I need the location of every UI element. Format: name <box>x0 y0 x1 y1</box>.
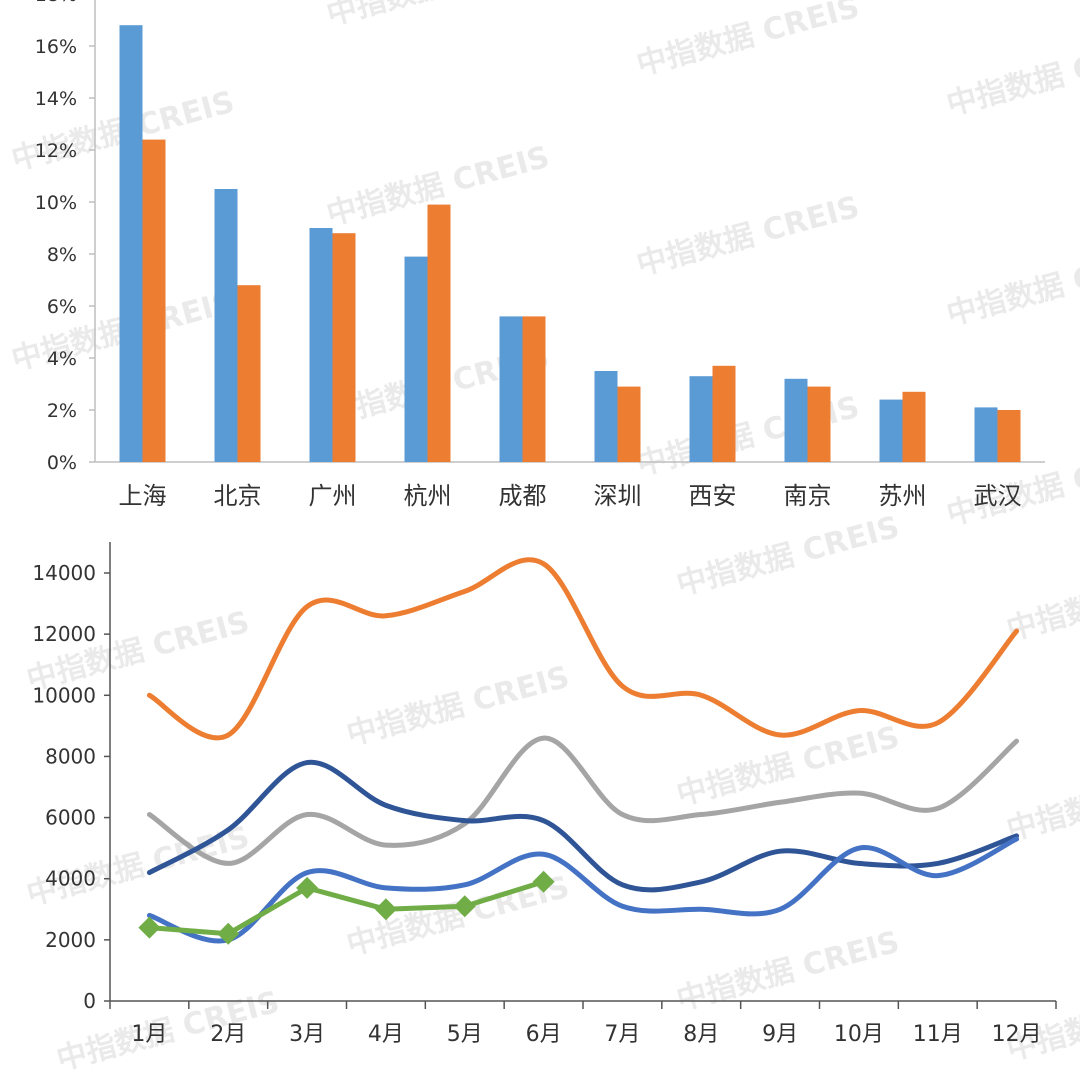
x-tick-label: 5月 <box>447 1022 483 1047</box>
x-tick-label: 8月 <box>683 1022 719 1047</box>
y-tick-label: 2% <box>47 400 77 422</box>
bar <box>712 365 736 462</box>
x-tick-label: 3月 <box>289 1022 325 1047</box>
x-tick-label: 6月 <box>526 1022 562 1047</box>
x-tick-label: 西安 <box>689 482 737 510</box>
series-line <box>149 879 545 937</box>
series-line <box>146 735 1020 866</box>
bar <box>499 316 523 462</box>
bar <box>902 391 926 462</box>
bar <box>237 285 261 462</box>
bar-chart: 0% 2% 4% 6% 8% 10% 12% 14% 16% 18% 上海 北京 广州 杭州 成都 深圳 西安 南… <box>35 0 1045 510</box>
bar <box>617 386 641 462</box>
bar <box>404 256 428 462</box>
bar <box>974 407 998 462</box>
data-point-marker <box>453 895 476 918</box>
watermark-layer: 中指数据 CREIS 中指数据 CREIS 中指数据 CREIS 中指数据 CREIS… <box>8 0 1080 1078</box>
watermark-text: 中指数据 CREIS <box>673 925 903 1018</box>
watermark-text: 中指数据 CREIS <box>1003 755 1080 848</box>
y-tick-label: 8000 <box>45 744 96 768</box>
y-tick-label: 16% <box>35 36 77 58</box>
series-line <box>146 836 1020 944</box>
watermark-text: 中指数据 CREIS <box>943 240 1080 333</box>
watermark-text: 中指数据 CREIS <box>673 510 903 603</box>
y-tick-label: 14000 <box>32 561 96 585</box>
x-tick-label: 4月 <box>368 1022 404 1047</box>
bar <box>879 399 903 462</box>
bar <box>807 386 831 462</box>
bar <box>689 376 713 462</box>
x-tick-label: 11月 <box>913 1022 963 1047</box>
y-tick-label: 10% <box>35 192 77 214</box>
watermark-text: 中指数据 CREIS <box>633 0 863 83</box>
x-tick-label: 深圳 <box>594 482 642 510</box>
y-tick-label: 6000 <box>45 806 96 830</box>
y-tick-label: 0 <box>83 989 96 1013</box>
x-tick-label: 南京 <box>784 482 832 510</box>
x-tick-label: 7月 <box>604 1022 640 1047</box>
x-tick-label: 2月 <box>210 1022 246 1047</box>
y-tick-label: 0% <box>47 452 77 474</box>
x-tick-label: 9月 <box>762 1022 798 1047</box>
bar <box>427 204 451 462</box>
x-tick-label: 成都 <box>499 482 547 510</box>
x-tick-label: 北京 <box>214 482 262 510</box>
y-tick-label: 10000 <box>32 683 96 707</box>
data-point-marker <box>138 916 161 939</box>
bar <box>309 228 333 462</box>
watermark-text: 中指数据 CREIS <box>633 190 863 283</box>
x-tick-label: 武汉 <box>974 482 1022 510</box>
bar <box>214 189 238 462</box>
y-tick-label: 4% <box>47 348 77 370</box>
x-tick-label: 苏州 <box>879 482 927 510</box>
y-tick-label: 6% <box>47 296 77 318</box>
y-tick-label: 18% <box>35 0 77 6</box>
series-line <box>146 759 1020 893</box>
x-tick-label: 杭州 <box>404 482 452 510</box>
line-chart: 0 2000 4000 6000 8000 10000 12000 14000 1月 2月 3月 4月… <box>32 542 1057 1047</box>
bar <box>784 378 808 462</box>
data-point-marker <box>532 870 555 893</box>
data-point-marker <box>296 876 319 899</box>
bar <box>997 410 1021 462</box>
y-tick-label: 14% <box>35 88 77 110</box>
y-tick-label: 12% <box>35 140 77 162</box>
data-point-marker <box>217 922 240 945</box>
watermark-text: 中指数据 CREIS <box>323 0 553 33</box>
bar <box>522 316 546 462</box>
bar <box>142 139 166 462</box>
y-tick-label: 12000 <box>32 622 96 646</box>
y-tick-label: 8% <box>47 244 77 266</box>
y-tick-label: 4000 <box>45 867 96 891</box>
x-tick-label: 上海 <box>119 482 167 510</box>
bar <box>119 25 143 462</box>
bar <box>594 371 618 462</box>
x-tick-label: 12月 <box>992 1022 1042 1047</box>
data-point-marker <box>374 898 397 921</box>
x-tick-label: 广州 <box>309 482 357 510</box>
x-tick-label: 10月 <box>834 1022 884 1047</box>
bar <box>332 233 356 462</box>
y-tick-label: 2000 <box>45 928 96 952</box>
watermark-text: 中指数据 CREIS <box>943 30 1080 123</box>
x-tick-label: 1月 <box>131 1022 167 1047</box>
series-line <box>146 557 1020 741</box>
